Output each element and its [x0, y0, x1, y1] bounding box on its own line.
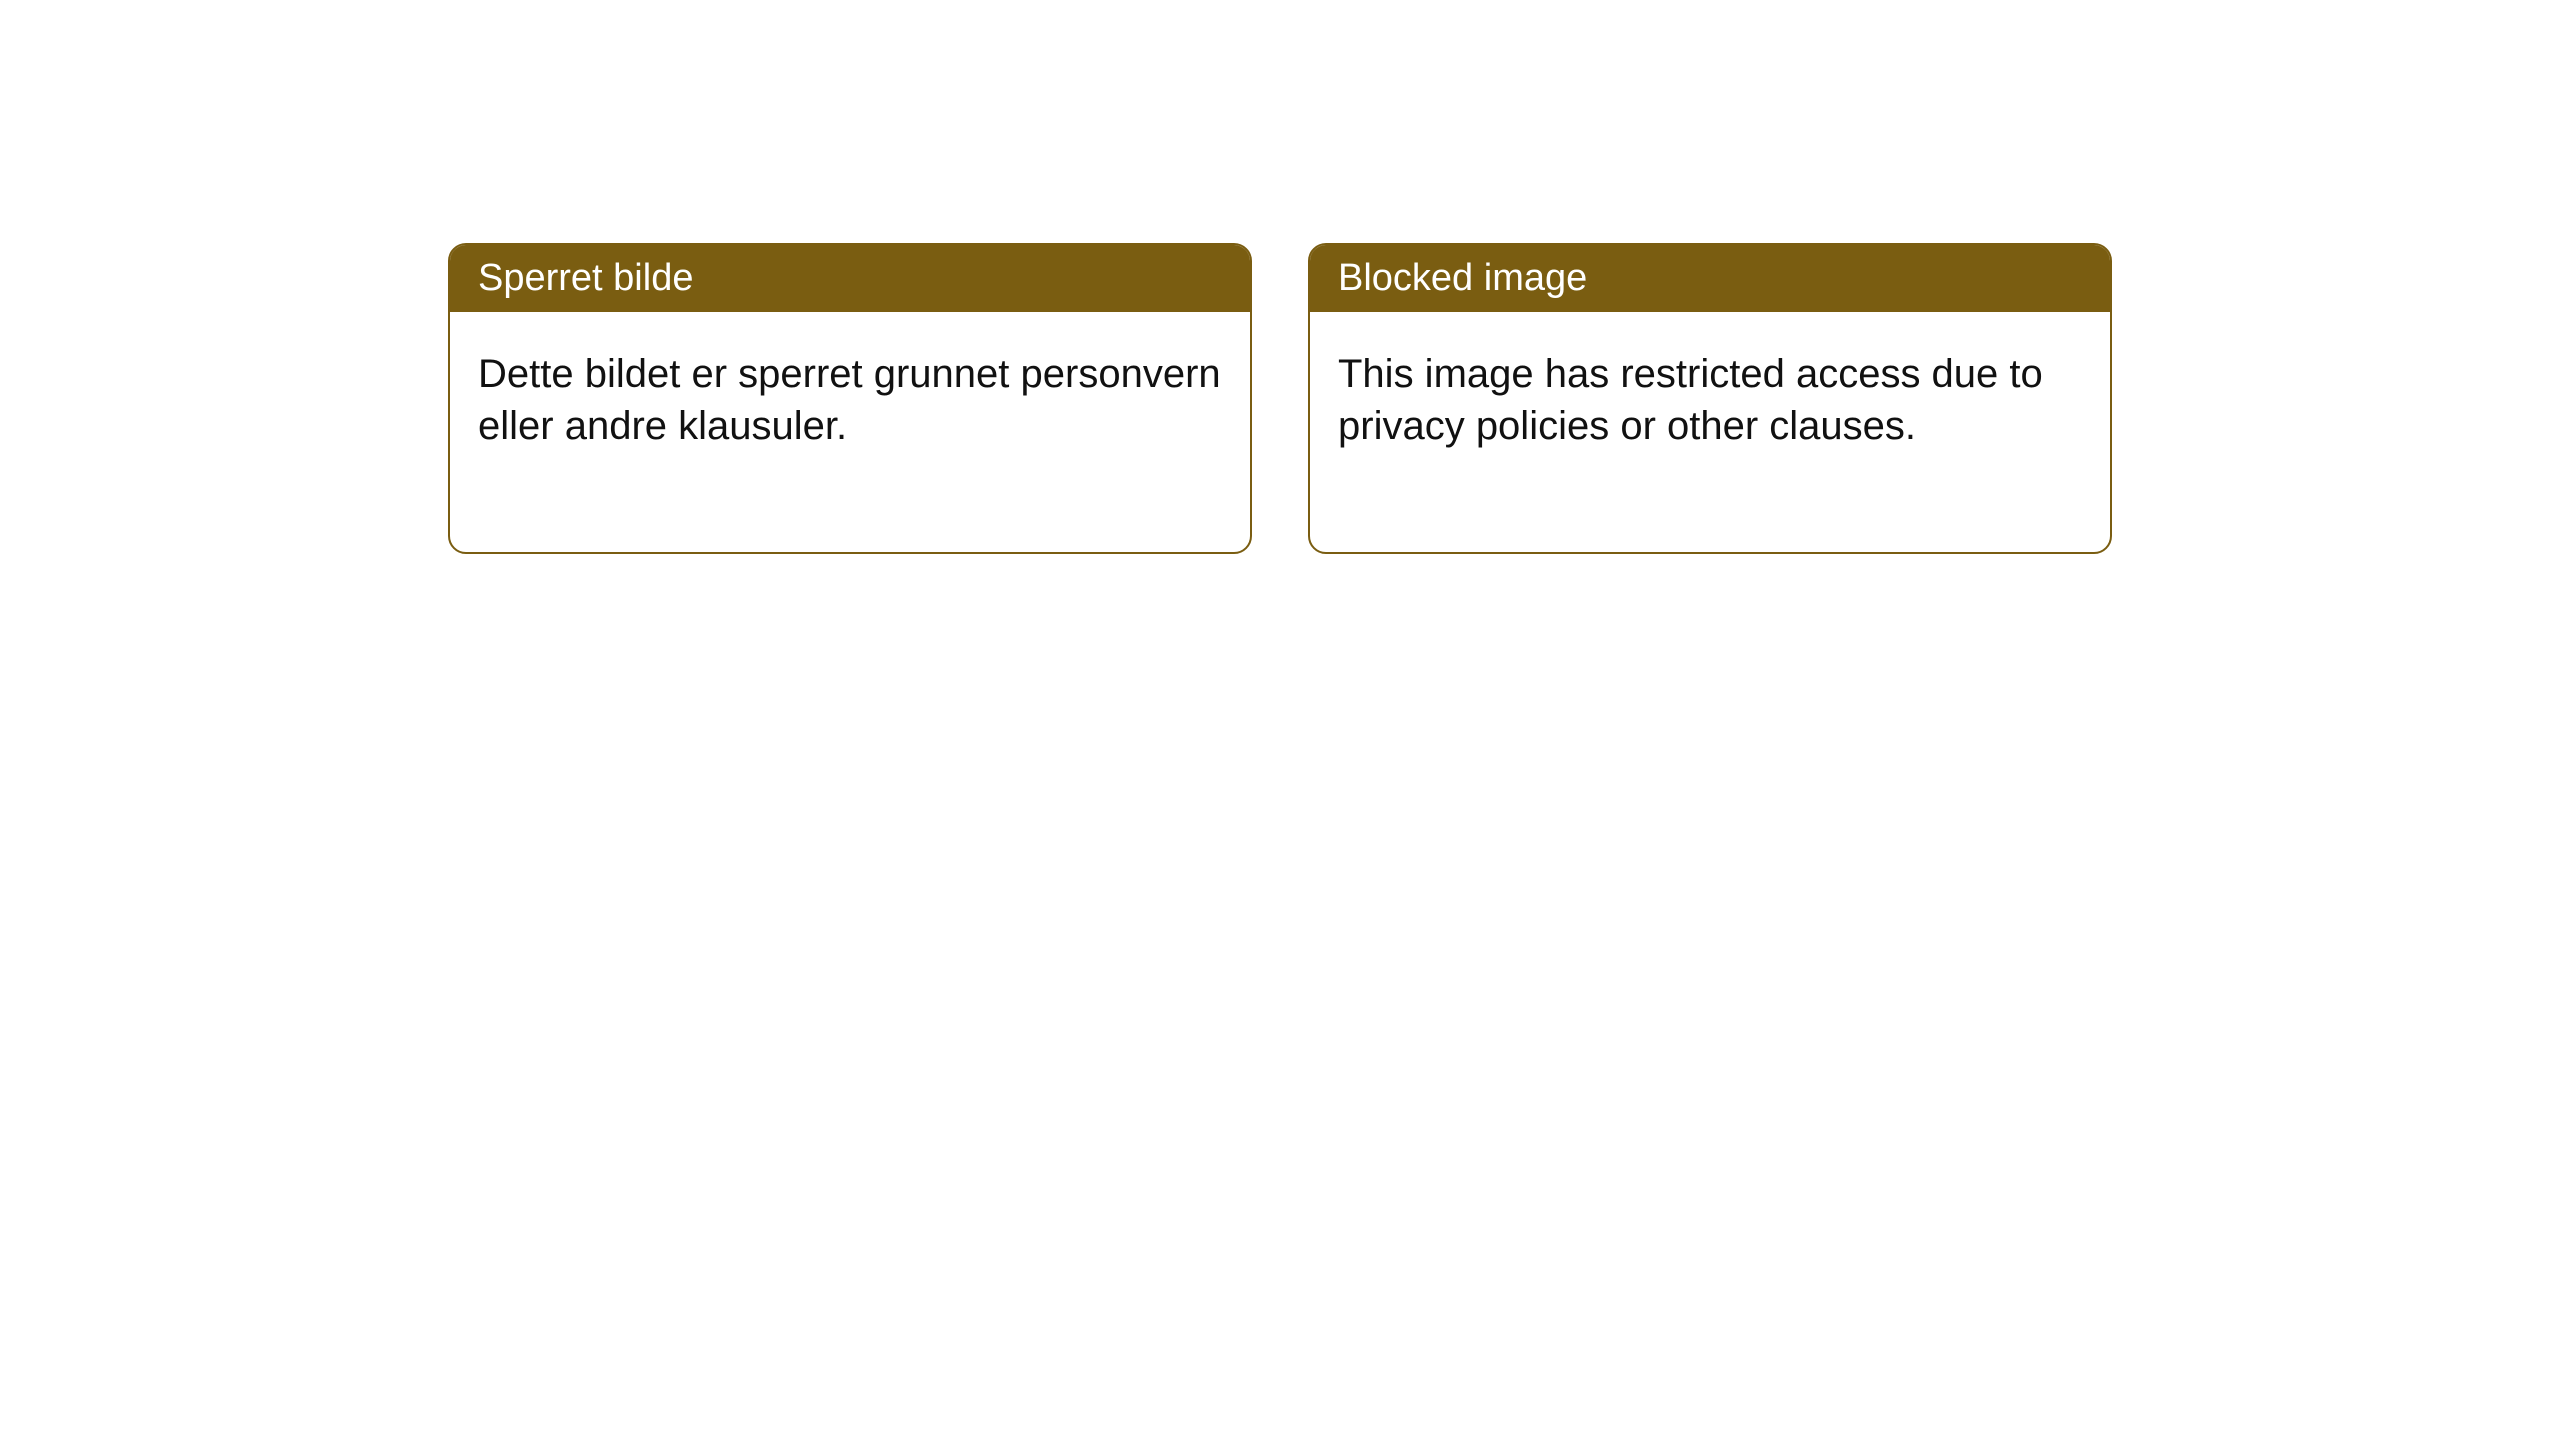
card-body-text: This image has restricted access due to …	[1338, 352, 2043, 448]
card-header: Sperret bilde	[450, 245, 1250, 312]
card-body: Dette bildet er sperret grunnet personve…	[450, 312, 1250, 552]
notice-card-english: Blocked image This image has restricted …	[1308, 243, 2112, 554]
card-body: This image has restricted access due to …	[1310, 312, 2110, 552]
card-title: Sperret bilde	[478, 257, 693, 299]
notice-card-norwegian: Sperret bilde Dette bildet er sperret gr…	[448, 243, 1252, 554]
card-body-text: Dette bildet er sperret grunnet personve…	[478, 352, 1221, 448]
card-title: Blocked image	[1338, 257, 1587, 299]
notice-container: Sperret bilde Dette bildet er sperret gr…	[0, 0, 2560, 554]
card-header: Blocked image	[1310, 245, 2110, 312]
